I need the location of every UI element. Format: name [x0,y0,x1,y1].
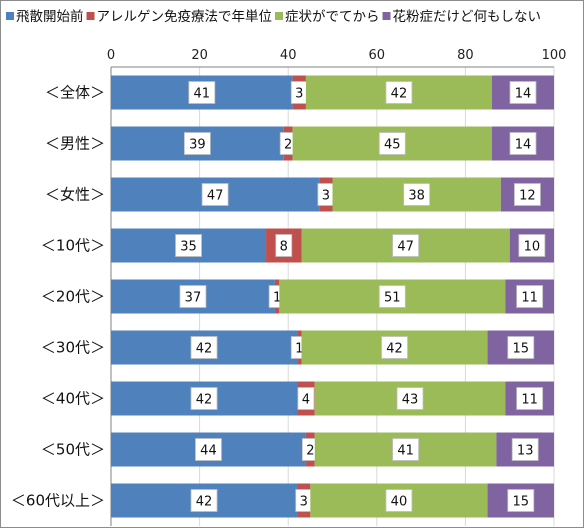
x-tick-label: 100 [542,48,567,63]
x-tick-label: 0 [107,48,115,63]
data-label-box [183,132,211,155]
data-label: 13 [517,444,534,459]
data-label: 10 [524,240,541,255]
data-label-box [516,285,544,308]
legend-swatch-3 [275,12,283,20]
data-label-box [175,234,202,257]
data-label: 14 [515,87,532,102]
legend: 飛散開始前 アレルゲン免疫療法で年単位 症状がでてから 花粉症だけど何もしない [6,8,541,25]
data-label: 2 [306,444,314,459]
legend-label-3: 症状がでてから [285,9,380,25]
data-label: 8 [280,240,288,255]
category-label: ＜60代以上＞ [11,492,105,510]
data-label: 15 [513,342,530,357]
data-label: 37 [185,291,202,306]
data-label: 4 [302,393,310,408]
data-label: 14 [515,138,532,153]
category-label: ＜全体＞ [45,84,105,102]
data-label-box [179,285,207,308]
data-label: 42 [386,342,403,357]
data-label: 3 [295,87,303,102]
data-label: 42 [196,393,213,408]
data-label-box [516,387,544,410]
data-label: 39 [189,138,206,153]
data-label: 47 [397,240,414,255]
x-tick-label: 20 [191,48,208,63]
data-label-box [509,81,537,104]
data-label-box [507,336,535,359]
data-label: 42 [391,87,408,102]
x-tick-label: 80 [457,48,474,63]
data-label: 11 [521,291,538,306]
category-label: ＜40代＞ [41,390,105,408]
data-label-box [275,234,293,257]
data-label-box [190,387,218,410]
category-label: ＜50代＞ [41,441,105,459]
data-label: 38 [408,189,425,204]
data-label-box [511,438,539,461]
x-tick-label: 60 [369,48,386,63]
data-label: 12 [519,189,536,204]
data-label: 1 [273,291,281,306]
data-label: 3 [300,495,308,510]
category-label: ＜女性＞ [45,186,105,204]
data-label-box [385,489,413,512]
data-label: 41 [397,444,414,459]
legend-swatch-4 [382,12,391,20]
data-label: 3 [322,189,330,204]
data-label: 42 [196,495,213,510]
data-label: 41 [194,87,211,102]
data-label-box [201,183,229,206]
data-label: 35 [180,240,197,255]
data-label-box [190,489,218,512]
data-label-box [392,438,419,461]
legend-swatch-1 [6,12,14,20]
data-label-box [378,285,406,308]
data-label-box [188,81,216,104]
data-label-box [396,387,424,410]
category-label: ＜男性＞ [45,135,105,153]
data-label-box [403,183,431,206]
data-label-box [385,81,413,104]
data-label: 47 [207,189,224,204]
data-label: 11 [521,393,538,408]
data-label-box [297,387,315,410]
data-label-box [518,234,546,257]
data-label: 1 [295,342,303,357]
category-label: ＜20代＞ [41,288,105,306]
legend-label-1: 飛散開始前 [16,8,84,25]
data-label: 40 [391,495,408,510]
data-label: 43 [402,393,419,408]
data-label: 42 [196,342,213,357]
legend-label-2: アレルゲン免疫療法で年単位 [97,8,273,25]
data-label: 44 [200,444,217,459]
data-label: 51 [384,291,401,306]
data-label-box [378,132,406,155]
legend-swatch-2 [86,12,95,20]
data-label-box [514,183,541,206]
data-label-box [507,489,535,512]
data-label-box [190,336,218,359]
legend-label-4: 花粉症だけど何もしない [393,9,542,25]
data-label-box [392,234,419,257]
x-tick-label: 40 [280,48,297,63]
data-label: 2 [284,138,292,153]
category-label: ＜30代＞ [41,339,105,357]
data-label-box [195,438,222,461]
category-label: ＜10代＞ [41,237,105,255]
data-label-box [509,132,537,155]
data-label: 15 [513,495,530,510]
data-label: 45 [384,138,401,153]
data-label-box [381,336,408,359]
